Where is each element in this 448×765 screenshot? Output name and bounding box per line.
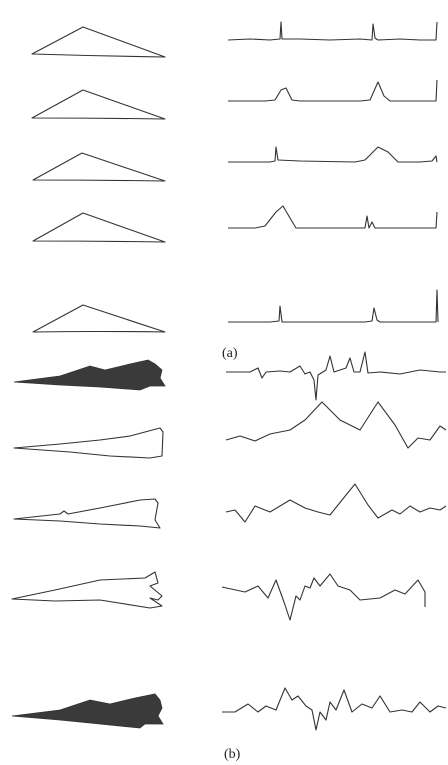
- triangles: [31, 26, 166, 333]
- waveform: [227, 21, 438, 41]
- triangle-shape: [32, 152, 166, 182]
- aircraft-silhouette: [11, 693, 164, 729]
- waveform: [226, 351, 446, 401]
- aircraft: [11, 359, 166, 729]
- waveform: [221, 573, 426, 621]
- triangle-shape: [31, 89, 166, 120]
- panel-label: (b): [224, 747, 241, 762]
- waveform: [225, 483, 447, 523]
- aircraft-silhouette: [13, 359, 166, 391]
- aircraft-outline: [13, 427, 164, 459]
- waveforms-a: [227, 21, 439, 323]
- waveform: [225, 401, 447, 449]
- waveform: [228, 146, 438, 163]
- waveform: [228, 79, 438, 102]
- waveform: [228, 205, 438, 229]
- waveform: [222, 687, 447, 731]
- triangle-shape: [32, 212, 166, 243]
- triangle-shape: [32, 304, 166, 333]
- panel-label: (a): [222, 346, 238, 361]
- waveforms-b: [221, 351, 447, 731]
- triangle-shape: [31, 26, 166, 58]
- aircraft-outline: [11, 571, 163, 609]
- aircraft-outline: [13, 498, 161, 529]
- waveform: [228, 289, 439, 323]
